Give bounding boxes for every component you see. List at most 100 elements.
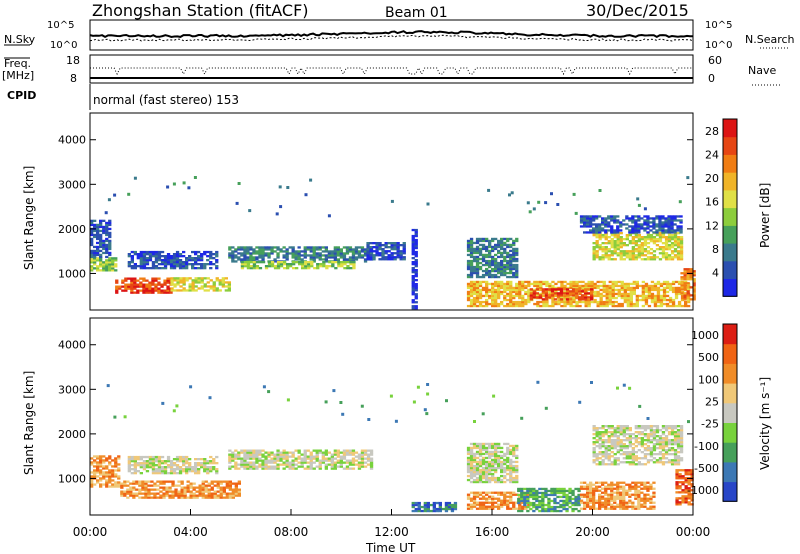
velocity-cell bbox=[541, 509, 545, 513]
velocity-cell bbox=[670, 433, 675, 436]
power-cell bbox=[491, 269, 495, 273]
power-cell bbox=[617, 284, 621, 288]
velocity-cell bbox=[186, 480, 190, 483]
velocity-cell bbox=[652, 447, 657, 450]
power-cell bbox=[151, 283, 155, 286]
power-cell bbox=[536, 286, 540, 290]
velocity-cell bbox=[613, 495, 617, 498]
velocity-cell bbox=[180, 488, 184, 491]
power-cell bbox=[188, 259, 192, 262]
velocity-cell bbox=[526, 491, 530, 495]
power-cell bbox=[607, 242, 611, 245]
power-cell bbox=[133, 285, 137, 288]
power-cell bbox=[665, 304, 670, 308]
power-cell bbox=[673, 240, 678, 243]
velocity-cell bbox=[523, 497, 527, 501]
power-cell bbox=[273, 250, 277, 253]
velocity-cell bbox=[604, 497, 608, 500]
power-cell bbox=[411, 253, 415, 256]
power-cell bbox=[598, 189, 602, 192]
power-cell bbox=[475, 290, 480, 294]
power-cell bbox=[584, 282, 588, 286]
power-cell bbox=[515, 294, 519, 298]
velocity-cell bbox=[178, 472, 183, 475]
power-cell bbox=[381, 254, 385, 257]
velocity-cell bbox=[228, 459, 232, 462]
velocity-cell bbox=[604, 499, 608, 502]
power-cell bbox=[506, 284, 510, 288]
power-cell bbox=[515, 282, 519, 286]
power-cell bbox=[554, 286, 558, 290]
power-cell bbox=[170, 283, 174, 286]
velocity-cell bbox=[267, 461, 271, 464]
power-cell bbox=[655, 225, 659, 228]
power-cell bbox=[402, 258, 406, 261]
power-cell bbox=[649, 217, 653, 220]
power-cell bbox=[599, 300, 603, 304]
power-cell bbox=[90, 243, 94, 247]
velocity-cell bbox=[613, 459, 617, 462]
velocity-cell bbox=[631, 461, 635, 464]
velocity-cell bbox=[524, 505, 528, 508]
power-cell bbox=[673, 250, 678, 253]
velocity-cell bbox=[240, 461, 244, 464]
power-cell bbox=[611, 284, 615, 288]
power-cell bbox=[108, 221, 112, 225]
power-cell bbox=[297, 258, 301, 261]
power-cell bbox=[170, 289, 174, 292]
velocity-cell bbox=[494, 501, 498, 504]
power-cell bbox=[512, 239, 516, 243]
power-cell bbox=[689, 268, 693, 271]
power-cell bbox=[652, 240, 657, 243]
velocity-cell bbox=[315, 465, 319, 468]
velocity-cell bbox=[450, 503, 455, 507]
velocity-cell bbox=[494, 456, 498, 460]
power-cell bbox=[209, 263, 213, 266]
power-cell bbox=[475, 257, 480, 261]
velocity-cell bbox=[210, 492, 214, 495]
velocity-cell bbox=[500, 478, 504, 482]
freq-label-1: Freq. bbox=[4, 57, 31, 70]
power-cell bbox=[478, 267, 483, 271]
velocity-cell bbox=[586, 487, 590, 490]
velocity-cell bbox=[676, 463, 681, 466]
velocity-cell bbox=[273, 459, 277, 462]
velocity-cell bbox=[478, 448, 483, 452]
power-cell bbox=[503, 296, 507, 300]
power-cell bbox=[258, 261, 263, 264]
velocity-cell bbox=[138, 488, 142, 491]
power-cell bbox=[215, 250, 219, 254]
power-cell bbox=[671, 286, 676, 290]
power-cell bbox=[130, 279, 134, 282]
power-cell bbox=[614, 282, 618, 286]
velocity-cell bbox=[481, 505, 486, 508]
power-cell bbox=[617, 288, 621, 292]
power-cell bbox=[527, 300, 531, 304]
velocity-cell bbox=[625, 461, 629, 464]
power-cell bbox=[658, 225, 662, 228]
power-cell bbox=[515, 304, 519, 308]
velocity-cell bbox=[652, 453, 657, 456]
velocity-cell bbox=[204, 488, 208, 491]
velocity-cell bbox=[141, 488, 145, 491]
power-cell bbox=[583, 223, 587, 226]
power-cell bbox=[255, 265, 260, 268]
velocity-cell bbox=[423, 507, 427, 511]
velocity-cell bbox=[234, 492, 238, 495]
velocity-cell bbox=[154, 458, 159, 461]
power-cell bbox=[629, 282, 633, 286]
velocity-cell bbox=[114, 463, 118, 466]
velocity-cell bbox=[201, 480, 205, 483]
power-cell bbox=[494, 280, 498, 284]
power-cell bbox=[90, 233, 94, 237]
power-cell bbox=[521, 298, 525, 302]
velocity-cell bbox=[93, 475, 97, 478]
velocity-cell bbox=[619, 501, 623, 504]
velocity-cell bbox=[494, 480, 498, 484]
power-cell bbox=[506, 243, 510, 247]
velocity-cell bbox=[491, 474, 495, 478]
power-cell bbox=[611, 282, 615, 286]
velocity-cell bbox=[565, 509, 569, 513]
velocity-cell bbox=[488, 460, 492, 464]
power-cell bbox=[544, 290, 549, 293]
